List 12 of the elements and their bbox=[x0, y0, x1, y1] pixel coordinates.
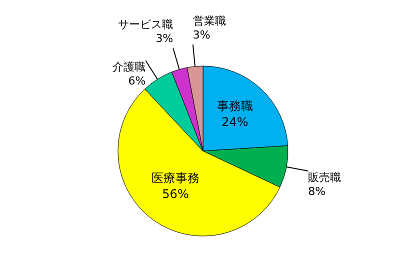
data-label: 24% bbox=[222, 114, 248, 129]
slice-label: 営業職 bbox=[192, 14, 226, 28]
data-label: 3% bbox=[192, 28, 210, 42]
slice-label: 医療事務 bbox=[152, 170, 200, 185]
data-label: 56% bbox=[162, 186, 189, 201]
slice-label: サービス職 bbox=[118, 18, 174, 32]
slice-label: 介護職 bbox=[112, 60, 146, 74]
slice-label: 販売職 bbox=[308, 171, 342, 184]
slice-label: 事務職 bbox=[217, 98, 254, 113]
data-label: 8% bbox=[308, 185, 326, 198]
data-label: 6% bbox=[128, 74, 146, 88]
data-label: 3% bbox=[156, 32, 174, 46]
